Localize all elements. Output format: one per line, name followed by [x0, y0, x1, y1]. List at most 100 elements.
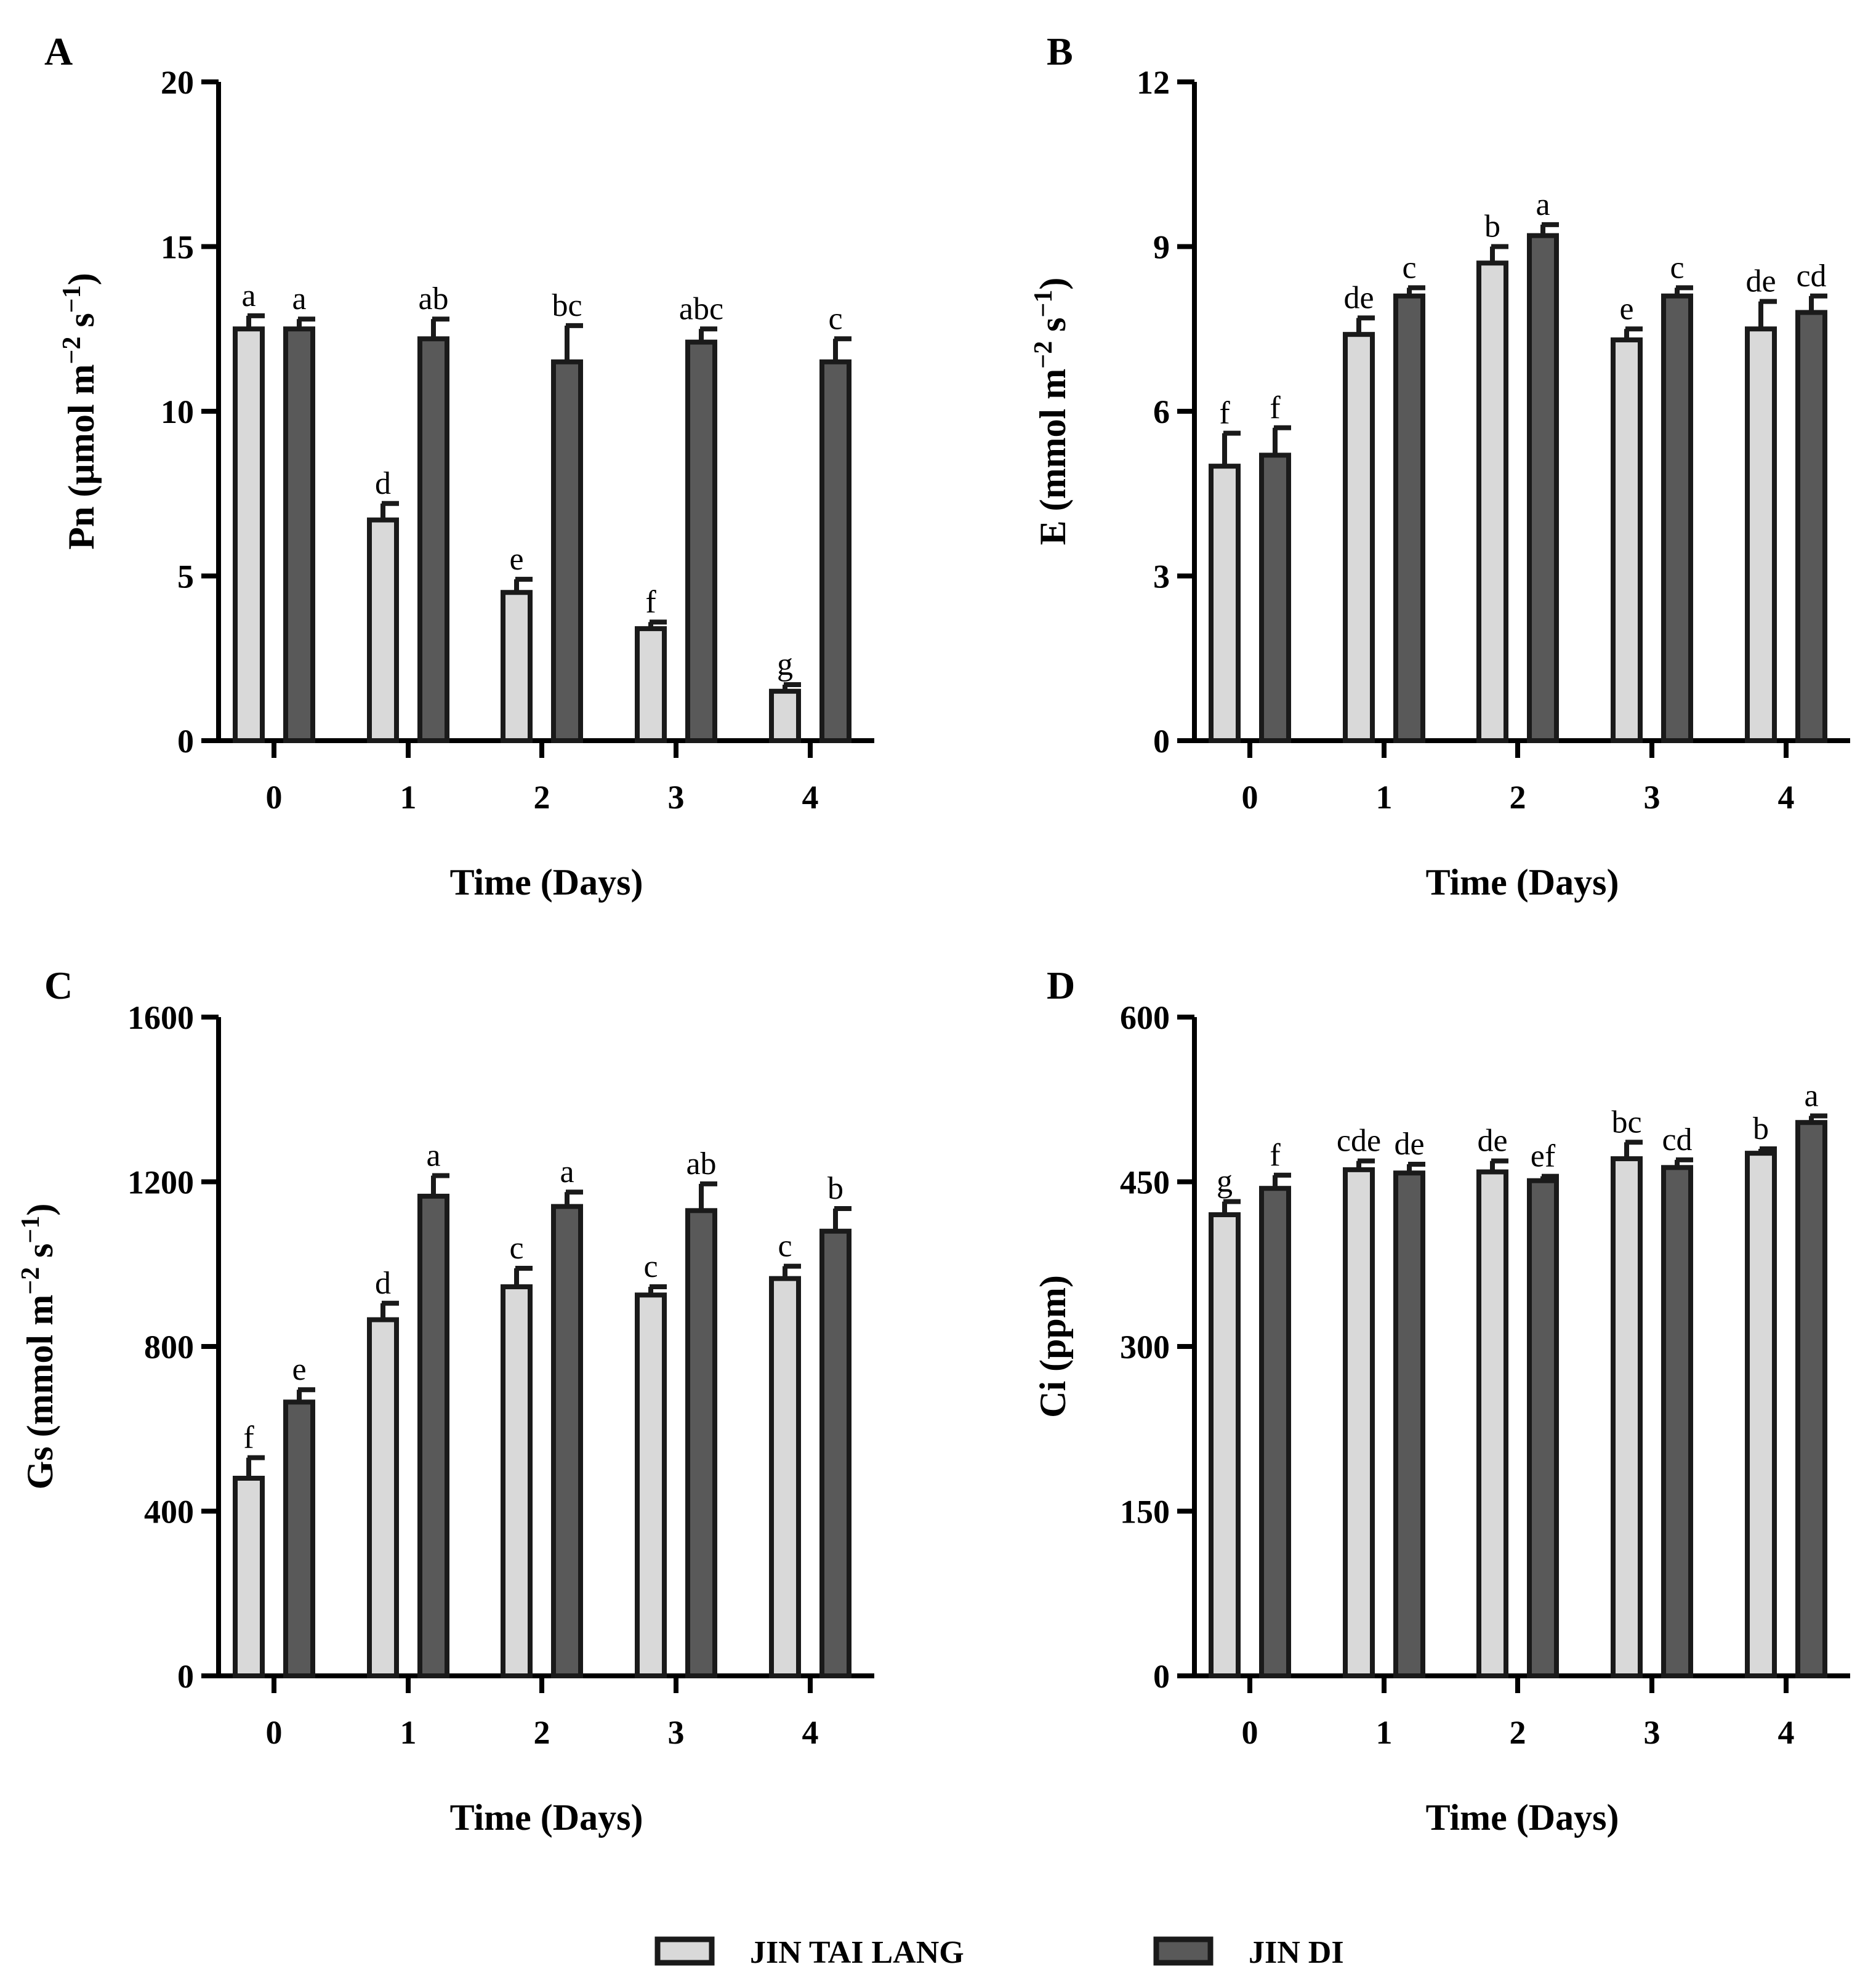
y-tick-label: 0	[177, 1658, 194, 1695]
y-axis-title-end: )	[20, 1204, 60, 1216]
y-axis-title-sup: −1	[17, 1216, 45, 1244]
y-axis-title-sup: −2	[1029, 341, 1058, 369]
significance-label: e	[509, 542, 523, 577]
y-axis-title: Ci (ppm)	[1033, 1275, 1073, 1418]
y-axis-title-main: Ci (ppm)	[1033, 1275, 1073, 1418]
chart-panel-a: A 0 5 10 15 20 0 a a 1 d ab 2 e bc 3 f abc 4 g c Time (Days) P…	[44, 30, 874, 903]
significance-label: ab	[418, 281, 448, 316]
significance-label: c	[643, 1249, 658, 1284]
y-axis-title-end: )	[61, 273, 102, 285]
significance-label: abc	[679, 291, 723, 326]
y-tick-label: 20	[161, 64, 194, 101]
y-axis-title-sup: −1	[1029, 290, 1058, 318]
x-tick-label: 3	[668, 779, 685, 816]
y-tick-label: 12	[1137, 64, 1170, 101]
x-tick-label: 1	[400, 1714, 417, 1751]
panel-letter: C	[44, 964, 73, 1007]
significance-label: f	[1270, 390, 1281, 425]
bar-jin-tai-lang	[1476, 260, 1508, 743]
bar-jin-di	[283, 1399, 315, 1678]
y-axis-title-main: Gs (mmol m	[20, 1295, 60, 1490]
significance-label: de	[1745, 264, 1776, 299]
y-tick-label: 1600	[127, 999, 194, 1036]
significance-label: a	[560, 1154, 574, 1189]
bar-jin-tai-lang	[233, 326, 265, 743]
significance-label: f	[1270, 1138, 1281, 1173]
significance-label: bc	[552, 288, 582, 323]
bar-jin-tai-lang	[769, 688, 801, 743]
significance-label: a	[292, 281, 306, 316]
bar-jin-di	[1795, 310, 1827, 743]
bar-jin-tai-lang	[1209, 1212, 1241, 1678]
significance-label: cd	[1662, 1122, 1692, 1157]
y-tick-label: 15	[161, 229, 194, 266]
x-tick-label: 3	[1644, 1714, 1661, 1751]
x-tick-label: 4	[802, 779, 819, 816]
bar-jin-di	[1795, 1120, 1827, 1678]
y-axis-title-unit: s	[20, 1244, 60, 1267]
bar-jin-tai-lang	[501, 1284, 533, 1678]
y-axis-title-sup: −1	[58, 285, 86, 313]
x-axis-title: Time (Days)	[1426, 1797, 1619, 1838]
bar-jin-di	[819, 359, 851, 743]
y-tick-label: 6	[1153, 393, 1170, 430]
bar-jin-tai-lang	[1476, 1169, 1508, 1678]
bar-jin-tai-lang	[1745, 1151, 1777, 1678]
x-tick-label: 0	[1242, 779, 1258, 816]
significance-label: ab	[686, 1146, 716, 1181]
significance-label: f	[645, 584, 656, 619]
bar-jin-di	[551, 359, 583, 743]
y-axis-title-unit: s	[61, 313, 102, 336]
bar-jin-di	[1393, 1170, 1425, 1678]
y-axis-title-main: E (mmol m	[1033, 369, 1073, 545]
bar-jin-di	[417, 1193, 449, 1678]
x-axis-title: Time (Days)	[450, 1797, 643, 1838]
y-tick-label: 1200	[127, 1164, 194, 1201]
x-tick-label: 3	[668, 1714, 685, 1751]
significance-label: ef	[1531, 1139, 1556, 1174]
y-axis-title: Pn (µmol m−2 s−1)	[58, 273, 102, 549]
legend: JIN TAI LANG JIN DI	[654, 1935, 1344, 1970]
significance-label: a	[1536, 187, 1550, 222]
significance-label: d	[375, 466, 391, 501]
significance-label: f	[243, 1420, 254, 1455]
panel-letter: D	[1047, 964, 1075, 1007]
significance-label: g	[1217, 1164, 1233, 1199]
bar-jin-di	[685, 339, 717, 743]
y-tick-label: 300	[1120, 1329, 1170, 1366]
significance-label: c	[509, 1231, 523, 1266]
x-tick-label: 0	[266, 1714, 283, 1751]
significance-label: f	[1219, 396, 1230, 431]
y-axis-title-main: Pn (µmol m	[61, 364, 102, 550]
bar-jin-tai-lang	[635, 1292, 667, 1678]
significance-label: e	[1619, 291, 1633, 326]
significance-label: c	[828, 301, 842, 336]
significance-label: c	[778, 1229, 792, 1264]
bar-jin-tai-lang	[1343, 332, 1375, 743]
bar-jin-di	[685, 1208, 717, 1678]
y-tick-label: 0	[1153, 1658, 1170, 1695]
x-tick-label: 2	[534, 1714, 550, 1751]
bar-jin-di	[1259, 453, 1291, 743]
significance-label: bc	[1611, 1105, 1641, 1140]
x-tick-label: 2	[534, 779, 550, 816]
bar-jin-tai-lang	[769, 1276, 801, 1678]
significance-label: de	[1477, 1124, 1507, 1159]
x-tick-label: 2	[1510, 1714, 1526, 1751]
significance-label: de	[1394, 1127, 1424, 1162]
bar-jin-di	[819, 1228, 851, 1678]
significance-label: c	[1670, 250, 1684, 285]
y-axis-title-sup: −2	[58, 337, 86, 364]
significance-label: b	[1753, 1111, 1769, 1146]
x-tick-label: 4	[802, 1714, 819, 1751]
legend-label-jin-tai-lang: JIN TAI LANG	[750, 1935, 964, 1970]
x-tick-label: 0	[1242, 1714, 1258, 1751]
y-tick-label: 600	[1120, 999, 1170, 1036]
significance-label: c	[1402, 250, 1416, 285]
x-tick-label: 3	[1644, 779, 1661, 816]
x-tick-label: 2	[1510, 779, 1526, 816]
significance-label: b	[827, 1171, 843, 1206]
